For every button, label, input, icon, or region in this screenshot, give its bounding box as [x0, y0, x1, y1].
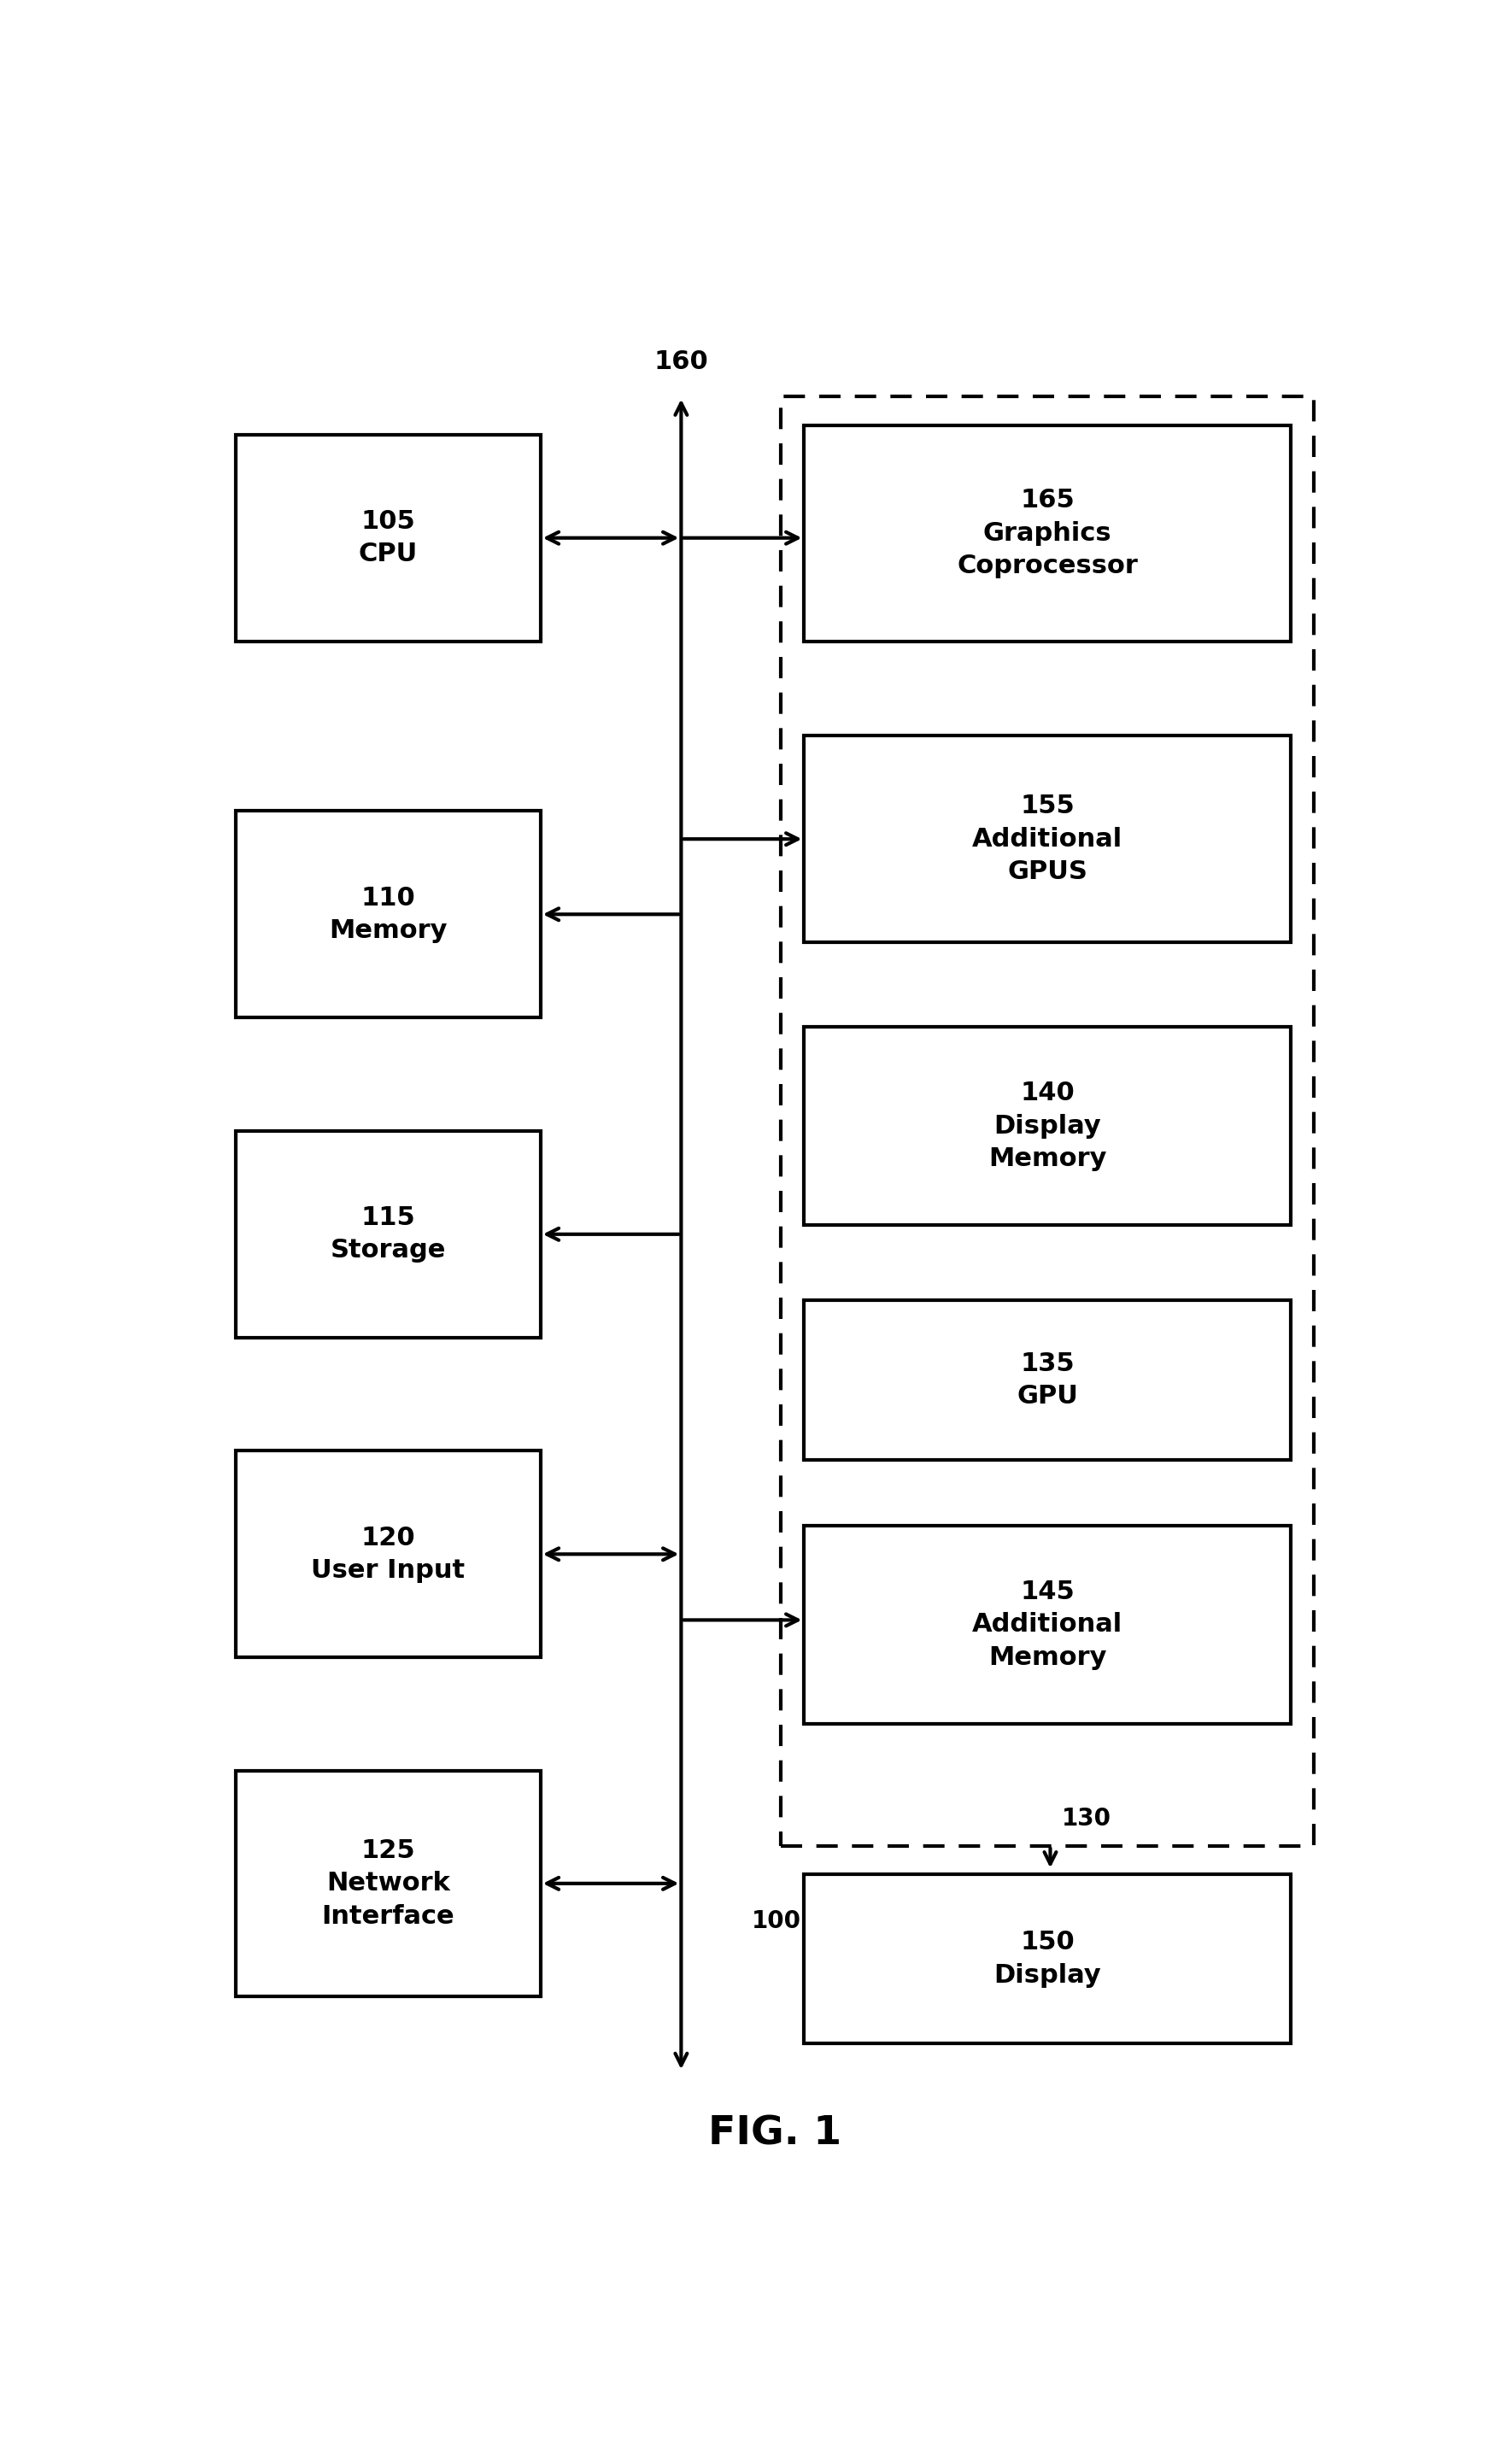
Text: 100: 100: [751, 1909, 801, 1933]
Text: 155
Additional
GPUS: 155 Additional GPUS: [972, 794, 1122, 885]
Text: 135
GPU: 135 GPU: [1016, 1352, 1078, 1408]
Text: 125
Network
Interface: 125 Network Interface: [322, 1838, 455, 1928]
Bar: [804, 1525, 1291, 1723]
Bar: [804, 1300, 1291, 1459]
Text: 115
Storage: 115 Storage: [331, 1205, 446, 1264]
Text: 150
Display: 150 Display: [993, 1931, 1101, 1987]
Text: 160: 160: [653, 349, 709, 374]
Text: 120
User Input: 120 User Input: [311, 1525, 466, 1584]
Text: 105
CPU: 105 CPU: [358, 508, 417, 567]
Bar: [236, 1132, 541, 1337]
Bar: [804, 425, 1291, 640]
Text: FIG. 1: FIG. 1: [708, 2114, 842, 2153]
Bar: [804, 1026, 1291, 1224]
Text: 165
Graphics
Coprocessor: 165 Graphics Coprocessor: [957, 489, 1139, 579]
Text: 140
Display
Memory: 140 Display Memory: [989, 1080, 1107, 1171]
Bar: [780, 396, 1314, 1845]
Bar: [236, 1769, 541, 1997]
Text: 110
Memory: 110 Memory: [330, 885, 448, 943]
Bar: [236, 811, 541, 1017]
Bar: [236, 435, 541, 640]
Bar: [236, 1452, 541, 1657]
Bar: [804, 1875, 1291, 2043]
Text: 145
Additional
Memory: 145 Additional Memory: [972, 1579, 1122, 1669]
Text: 130: 130: [1061, 1806, 1111, 1831]
Bar: [804, 736, 1291, 943]
